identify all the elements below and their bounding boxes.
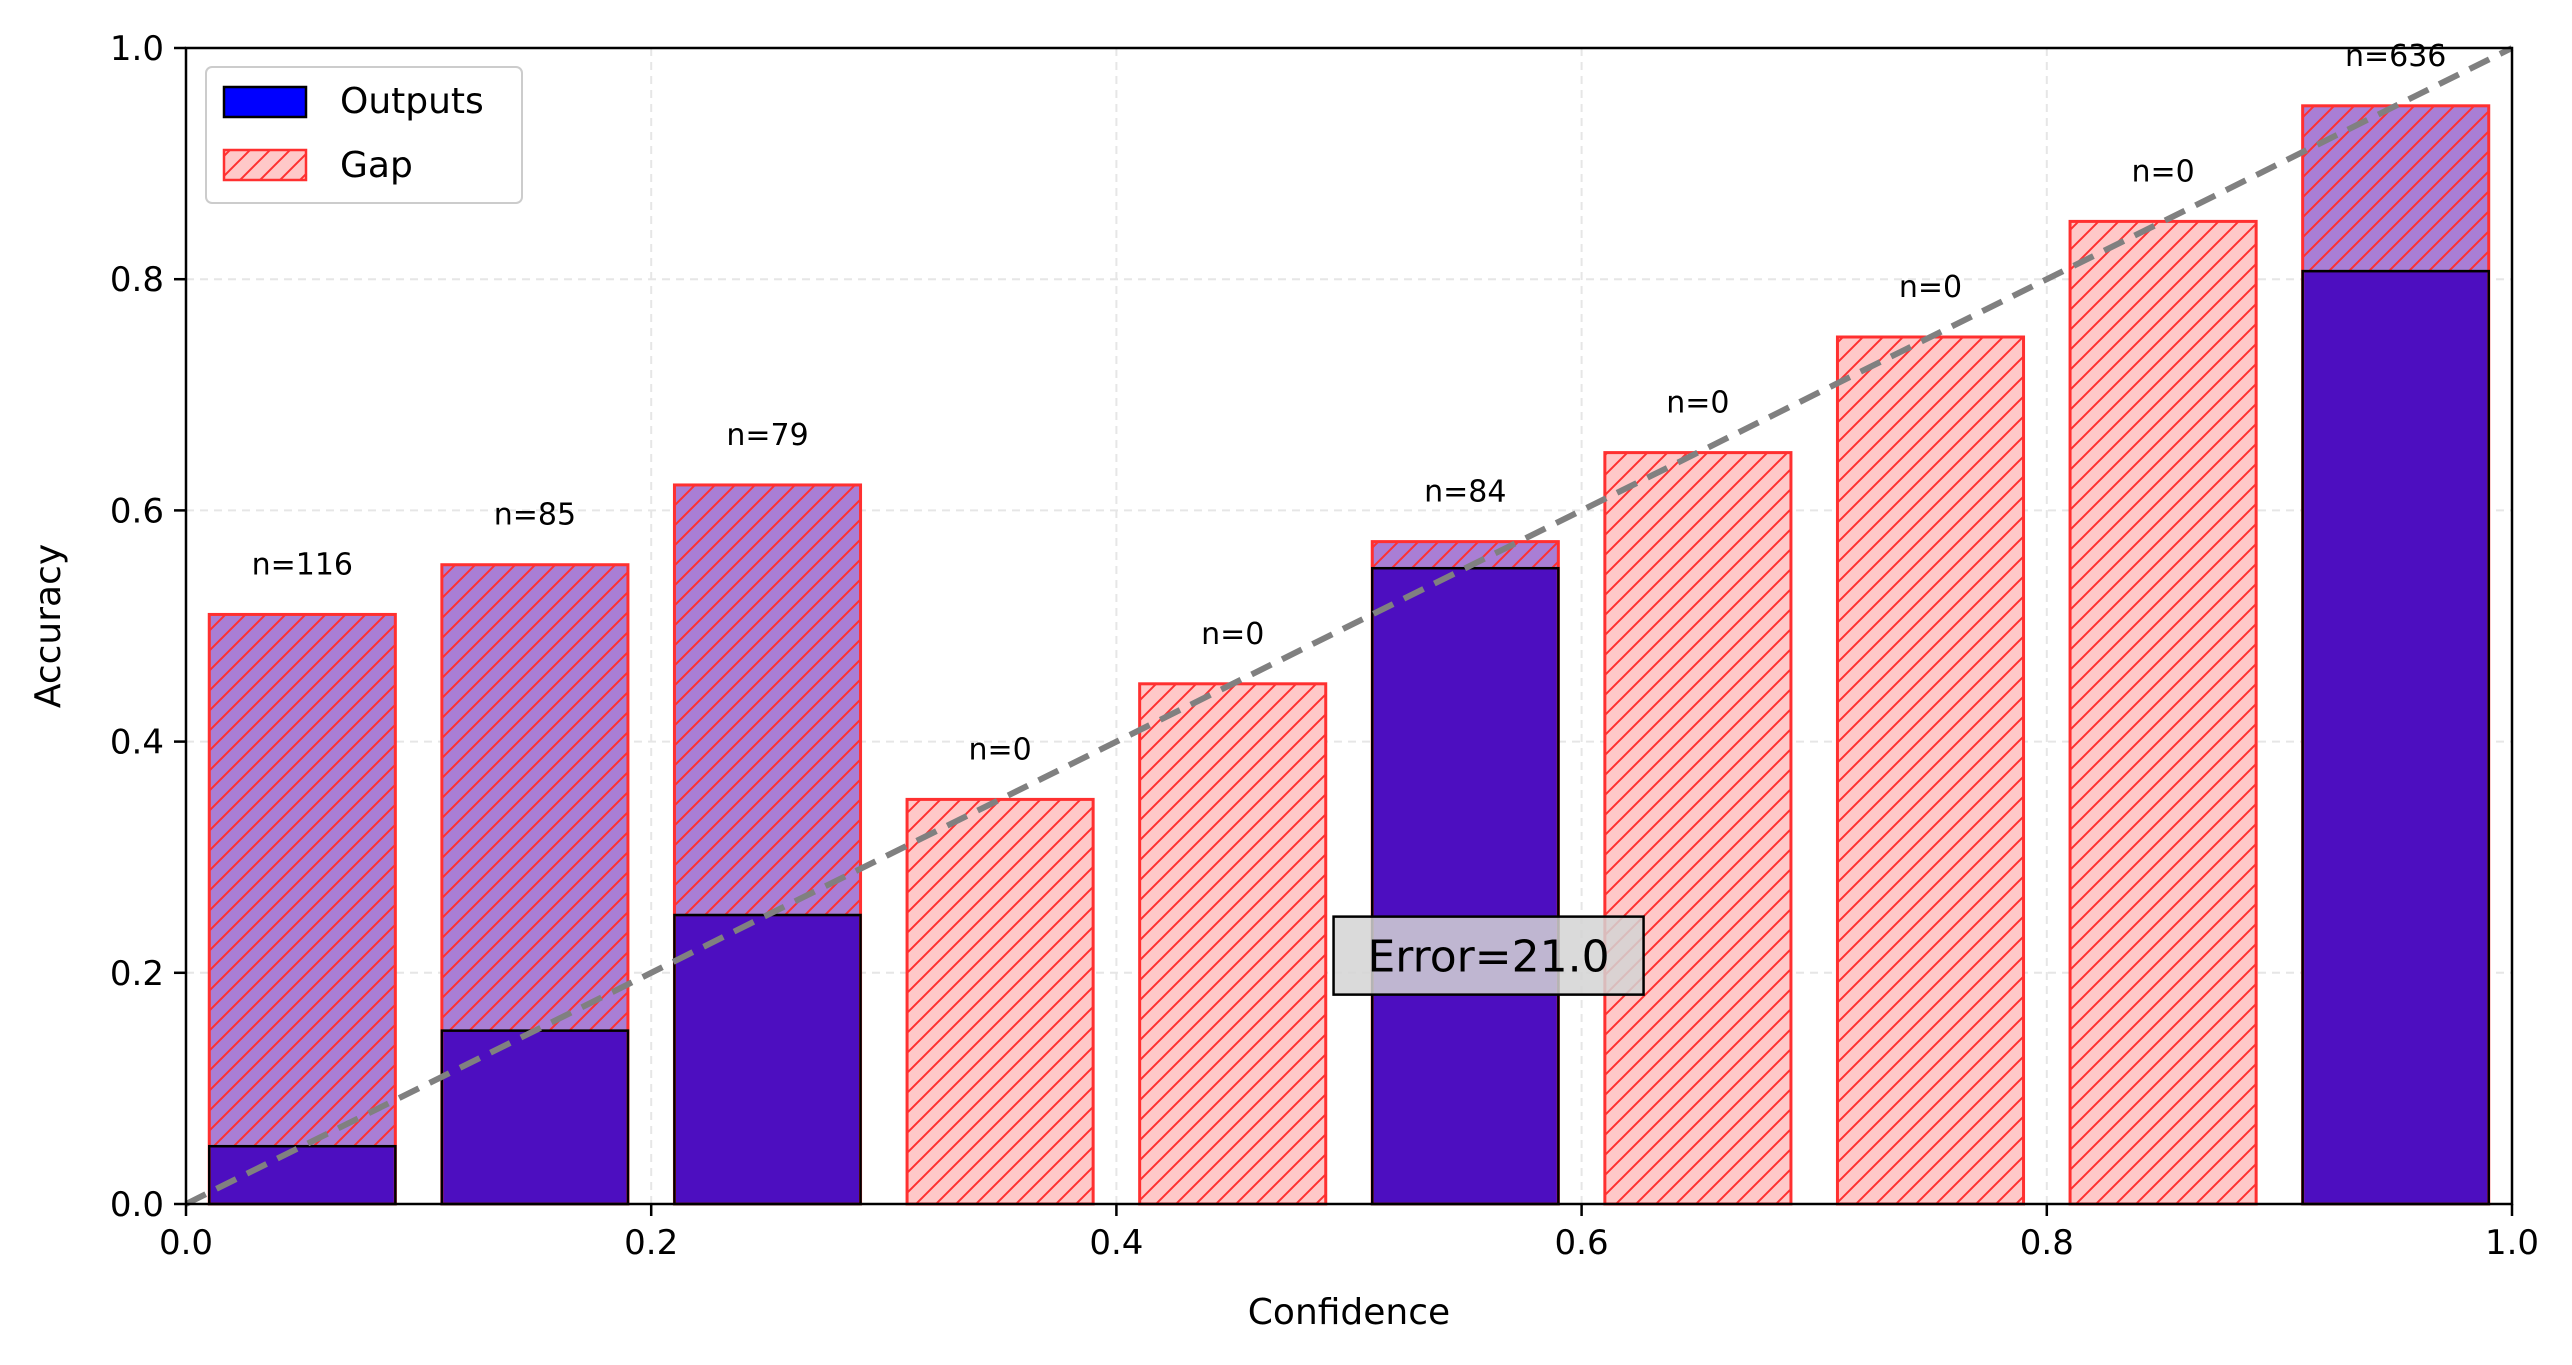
gap-bar <box>207 612 397 1206</box>
gap-bar <box>1138 682 1328 1206</box>
bin-count-label: n=0 <box>968 732 1031 767</box>
gap-bar <box>672 483 863 1206</box>
bin-count-label: n=84 <box>1424 475 1506 510</box>
gap-bar-hatch <box>209 614 396 1147</box>
gap-bar-hatch <box>674 484 861 915</box>
legend-label-outputs: Outputs <box>340 81 484 122</box>
gap-bar-hatch <box>1837 337 2024 1204</box>
bin-count-label: n=0 <box>1899 270 1962 305</box>
y-tick-label: 0.4 <box>110 723 164 763</box>
y-tick-label: 1.0 <box>110 29 164 69</box>
legend-swatch-outputs <box>222 85 308 119</box>
y-tick-label: 0.0 <box>110 1185 164 1225</box>
gap-bar-hatch <box>1372 541 1559 569</box>
y-axis-label: Accuracy <box>28 544 69 708</box>
gap-bar <box>440 563 630 1206</box>
x-tick-label: 0.6 <box>1555 1223 1609 1263</box>
gap-bar-hatch <box>1604 452 1791 1205</box>
legend: Outputs Gap <box>205 66 523 204</box>
bin-count-label: n=0 <box>1666 386 1729 421</box>
y-tick-label: 0.6 <box>110 491 164 531</box>
x-tick-label: 1.0 <box>2485 1223 2539 1263</box>
x-axis-label: Confidence <box>1248 1292 1450 1333</box>
bin-count-label: n=116 <box>252 547 353 582</box>
output-bar <box>2301 269 2490 1206</box>
x-tick-label: 0.0 <box>159 1223 213 1263</box>
bin-count-label: n=636 <box>2345 39 2446 74</box>
y-tick-label: 0.2 <box>110 954 164 994</box>
error-box <box>1332 915 1645 996</box>
bin-count-label: n=0 <box>2131 154 2194 189</box>
gap-bar <box>2068 219 2258 1206</box>
y-tick-label: 0.8 <box>110 260 164 300</box>
error-annotation: Error=21.0 <box>1332 915 1645 996</box>
gap-bar <box>1835 335 2026 1206</box>
gap-bar-fill <box>2302 105 2489 1204</box>
x-tick-label: 0.2 <box>624 1223 678 1263</box>
gap-bar-fill <box>1372 541 1559 1204</box>
axes: 0.0 0.2 0.4 0.6 0.8 1.0 0.0 0.2 0.4 0.6 0.8 1.0 Conf… <box>28 29 2539 1333</box>
legend-swatch-gap <box>222 148 308 182</box>
count-labels: n=116 n=85 n=79 n=0 n=0 n=84 n=0 n=0 n=0 n=636 <box>252 39 2447 768</box>
gap-bar <box>1370 540 1560 1206</box>
gap-bar <box>1603 451 1793 1206</box>
output-bar <box>1371 566 1560 1206</box>
gap-bar-hatch <box>907 799 1094 1204</box>
diagonal-line <box>184 45 2514 1207</box>
perfect-calibration-line <box>184 45 2514 1207</box>
x-tick-label: 0.4 <box>1089 1223 1143 1263</box>
gap-bar-hatch <box>2070 221 2257 1204</box>
x-tick-label: 0.8 <box>2020 1223 2074 1263</box>
plot-frame <box>184 46 2514 1206</box>
bin-count-label: n=0 <box>1201 617 1264 652</box>
legend-label-gap: Gap <box>340 145 413 186</box>
gap-bar-hatch <box>2302 105 2489 272</box>
gap-bar-hatch <box>1139 683 1326 1204</box>
bin-count-label: n=85 <box>494 498 576 533</box>
output-bar <box>673 913 862 1206</box>
bars <box>207 104 2491 1206</box>
gap-bar-hatch <box>441 564 628 1031</box>
gap-bar <box>905 797 1095 1206</box>
bin-count-label: n=79 <box>726 418 808 453</box>
error-text: Error=21.0 <box>1368 932 1610 983</box>
